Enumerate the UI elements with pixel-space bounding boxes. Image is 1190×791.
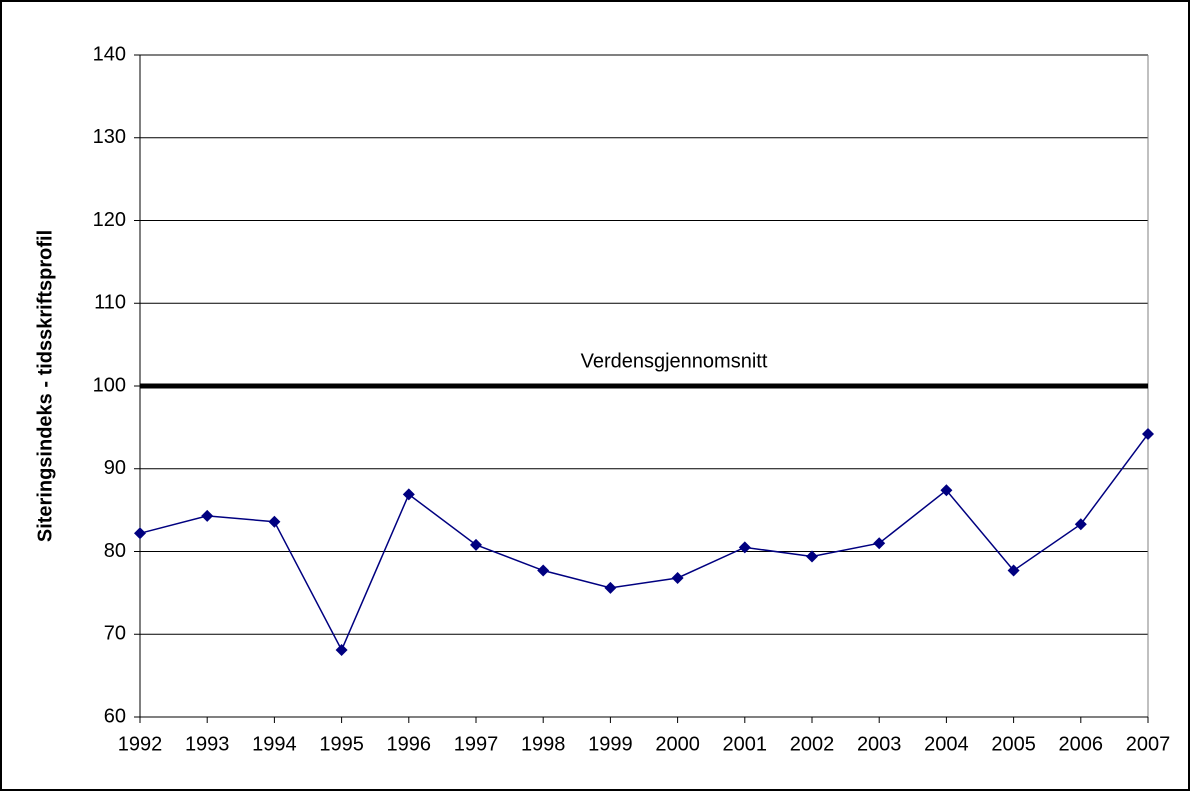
x-tick-label: 2001 [723,733,768,755]
y-tick-label: 120 [93,209,126,231]
y-tick-label: 110 [94,292,126,314]
data-point [604,581,617,594]
y-tick-label: 90 [104,457,126,479]
x-tick-label: 1994 [252,733,297,755]
data-point [537,564,550,577]
data-point [1142,427,1154,440]
x-tick-label: 1999 [588,733,633,755]
data-point [806,550,818,563]
y-tick-label: 100 [93,374,126,396]
y-tick-label: 80 [104,540,126,562]
y-axis-label: Siteringsindeks - tidsskriftsprofil [34,230,56,542]
x-tick-label: 2004 [924,733,969,755]
data-point [201,509,214,522]
x-tick-label: 1998 [521,733,566,755]
x-tick-label: 1993 [185,733,230,755]
data-point [873,537,886,550]
data-point [940,484,953,497]
y-tick-label: 130 [93,126,126,148]
data-point [1074,518,1087,531]
x-tick-label: 1997 [454,733,499,755]
data-point [134,527,146,540]
data-point [470,538,482,551]
x-tick-label: 1995 [319,733,364,755]
x-tick-label: 2007 [1126,733,1171,755]
x-tick-label: 2003 [857,733,902,755]
data-point [268,515,281,528]
x-tick-label: 2000 [655,733,700,755]
x-tick-label: 1996 [387,733,432,755]
x-tick-label: 2006 [1059,733,1104,755]
x-tick-label: 2005 [991,733,1036,755]
y-tick-label: 60 [104,705,126,727]
x-tick-label: 1992 [118,733,163,755]
x-tick-label: 2002 [790,733,835,755]
data-point [738,541,751,554]
y-tick-label: 70 [104,623,126,645]
data-point [671,571,684,584]
data-point [1007,564,1020,577]
y-tick-label: 140 [93,43,126,65]
data-point [335,643,348,656]
data-line [139,433,1149,652]
data-point [402,488,415,501]
reference-label: Verdensgjennomsnitt [581,350,768,372]
